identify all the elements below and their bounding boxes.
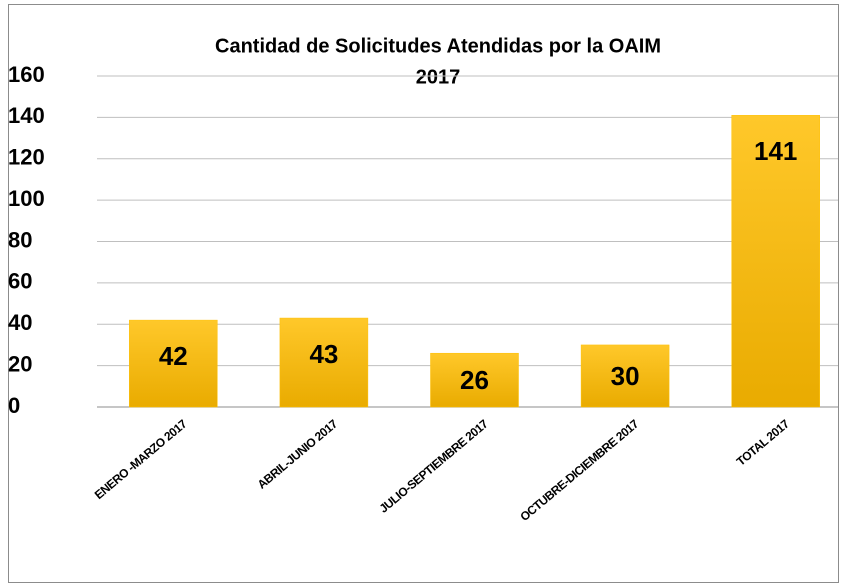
chart-border bbox=[8, 4, 839, 583]
y-tick-label: 100 bbox=[8, 186, 45, 211]
value-label: 141 bbox=[754, 136, 797, 166]
y-tick-label: 40 bbox=[8, 310, 32, 335]
bar bbox=[430, 352, 519, 408]
value-label: 43 bbox=[309, 339, 338, 369]
chart-title: Cantidad de Solicitudes Atendidas por la… bbox=[215, 35, 661, 57]
chart-subtitle: 2017 bbox=[416, 66, 461, 88]
bar bbox=[731, 115, 820, 408]
y-tick-label: 60 bbox=[8, 269, 32, 294]
bar bbox=[129, 319, 218, 408]
value-label: 42 bbox=[159, 341, 188, 371]
value-label: 26 bbox=[460, 365, 489, 395]
bar bbox=[580, 344, 670, 408]
y-tick-label: 20 bbox=[8, 351, 32, 376]
bar bbox=[279, 317, 369, 408]
value-label: 30 bbox=[611, 361, 640, 391]
y-tick-label: 120 bbox=[8, 145, 45, 170]
y-tick-label: 140 bbox=[8, 103, 45, 128]
y-tick-label: 160 bbox=[8, 62, 45, 87]
y-tick-label: 0 bbox=[8, 393, 20, 418]
y-tick-label: 80 bbox=[8, 227, 32, 252]
